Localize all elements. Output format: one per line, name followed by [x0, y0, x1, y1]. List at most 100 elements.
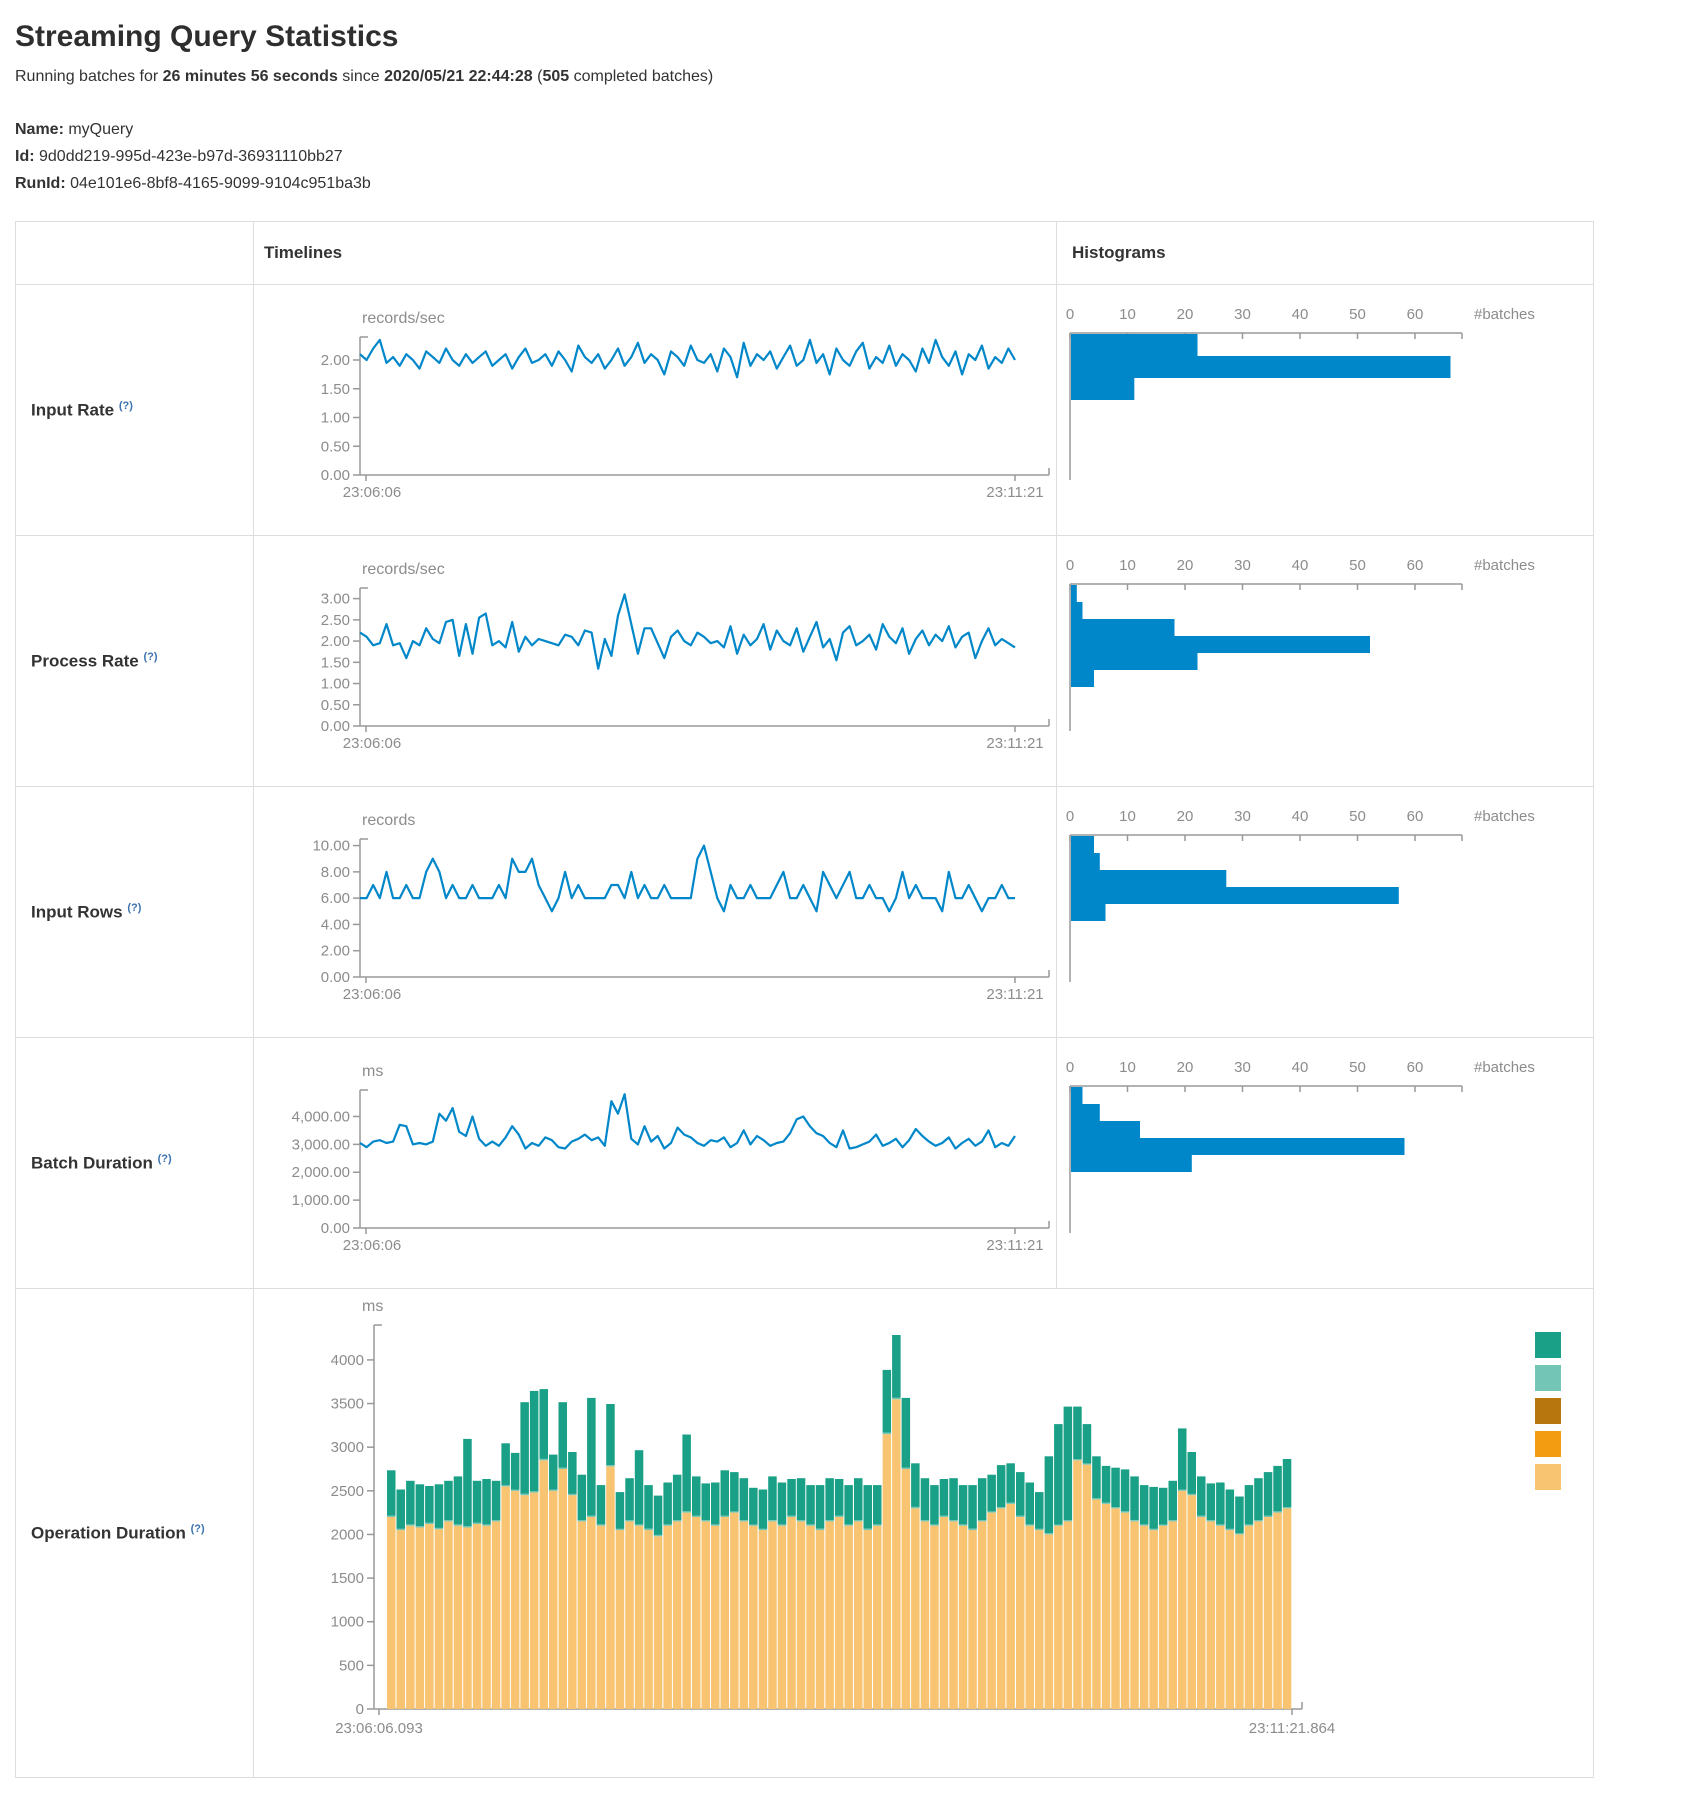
svg-text:10: 10	[1119, 557, 1136, 574]
svg-text:2.50: 2.50	[321, 612, 350, 629]
svg-text:10: 10	[1119, 1059, 1136, 1076]
svg-text:3000: 3000	[331, 1439, 364, 1456]
svg-text:2.00: 2.00	[321, 352, 350, 369]
run-duration: 26 minutes 56 seconds	[162, 68, 338, 85]
svg-text:40: 40	[1292, 1059, 1309, 1076]
input-rows-help-icon[interactable]: (?)	[127, 901, 142, 914]
svg-text:20: 20	[1177, 557, 1194, 574]
svg-text:20: 20	[1177, 1059, 1194, 1076]
batch-duration-timeline-chart: ms 0.00 1,000.00 2,000.00 3,000.00 4,000.00 23…	[292, 1063, 1050, 1254]
svg-text:50: 50	[1349, 808, 1366, 825]
statistics-table: Timelines Histograms Input Rate (?) reco…	[15, 221, 1594, 1778]
svg-text:6.00: 6.00	[321, 890, 350, 907]
input-rate-help-icon[interactable]: (?)	[118, 399, 133, 412]
svg-text:23:06:06: 23:06:06	[343, 1237, 401, 1254]
svg-text:0.00: 0.00	[321, 1220, 350, 1237]
query-runid-line: RunId: 04e101e6-8bf8-4165-9099-9104c951b…	[15, 175, 371, 192]
svg-text:4000: 4000	[331, 1352, 364, 1369]
svg-text:60: 60	[1407, 557, 1424, 574]
header-histograms: Histograms	[1056, 222, 1593, 284]
svg-text:23:06:06: 23:06:06	[343, 986, 401, 1003]
svg-text:1.50: 1.50	[321, 654, 350, 671]
query-runid: 04e101e6-8bf8-4165-9099-9104c951ba3b	[65, 175, 371, 192]
svg-text:500: 500	[339, 1657, 364, 1674]
svg-text:4,000.00: 4,000.00	[292, 1108, 350, 1125]
svg-text:1,000.00: 1,000.00	[292, 1192, 350, 1209]
svg-text:50: 50	[1349, 1059, 1366, 1076]
svg-text:30: 30	[1234, 1059, 1251, 1076]
svg-text:#batches: #batches	[1474, 557, 1535, 574]
svg-text:0.00: 0.00	[321, 969, 350, 986]
svg-text:0.00: 0.00	[321, 718, 350, 735]
query-id: 9d0dd219-995d-423e-b97d-36931110bb27	[34, 148, 343, 165]
svg-text:60: 60	[1407, 306, 1424, 323]
svg-text:0: 0	[1066, 808, 1074, 825]
svg-text:2.00: 2.00	[321, 633, 350, 650]
svg-text:1000: 1000	[331, 1614, 364, 1631]
query-id-line: Id: 9d0dd219-995d-423e-b97d-36931110bb27	[15, 148, 343, 165]
input-rows-row: Input Rows (?) records 0.00 2.00 4.00 6.00 8.…	[16, 786, 1593, 1037]
svg-text:60: 60	[1407, 808, 1424, 825]
svg-text:23:11:21: 23:11:21	[986, 484, 1043, 501]
svg-text:8.00: 8.00	[321, 864, 350, 881]
operation-duration-help-icon[interactable]: (?)	[190, 1522, 205, 1535]
batch-duration-help-icon[interactable]: (?)	[157, 1152, 172, 1165]
svg-text:#batches: #batches	[1474, 1059, 1535, 1076]
input-rate-timeline-chart: records/sec 0.00 0.50 1.00 1.50 2.00 23:06:06 2…	[321, 310, 1050, 501]
svg-text:records: records	[362, 812, 415, 829]
batch-duration-histogram-chart: 0 10 20 30 40 50 60 #batches	[1066, 1059, 1535, 1233]
svg-text:10: 10	[1119, 306, 1136, 323]
svg-text:2000: 2000	[331, 1526, 364, 1543]
query-name: myQuery	[63, 121, 134, 138]
svg-text:1.50: 1.50	[321, 381, 350, 398]
process-rate-help-icon[interactable]: (?)	[143, 650, 158, 663]
svg-text:1.00: 1.00	[321, 410, 350, 427]
svg-text:40: 40	[1292, 557, 1309, 574]
svg-text:1500: 1500	[331, 1570, 364, 1587]
table-header-row: Timelines Histograms	[16, 222, 1593, 284]
completed-batches-count: 505	[542, 68, 570, 85]
svg-text:23:11:21: 23:11:21	[986, 735, 1043, 752]
svg-text:50: 50	[1349, 557, 1366, 574]
process-rate-timeline-chart: records/sec 0.00 0.50 1.00 1.50 2.00 2.50 3.00 2…	[321, 561, 1050, 752]
svg-text:23:06:06: 23:06:06	[343, 484, 401, 501]
svg-text:23:06:06: 23:06:06	[343, 735, 401, 752]
svg-text:30: 30	[1234, 306, 1251, 323]
svg-text:0: 0	[1066, 306, 1074, 323]
svg-text:0: 0	[356, 1701, 364, 1718]
svg-text:2.00: 2.00	[321, 943, 350, 960]
query-metadata: Name: myQuery Id: 9d0dd219-995d-423e-b97…	[15, 116, 1678, 197]
svg-text:23:11:21.864: 23:11:21.864	[1249, 1720, 1335, 1737]
svg-text:records/sec: records/sec	[362, 310, 445, 327]
svg-text:ms: ms	[362, 1298, 383, 1315]
svg-text:20: 20	[1177, 306, 1194, 323]
svg-text:0.50: 0.50	[321, 697, 350, 714]
svg-text:40: 40	[1292, 808, 1309, 825]
operation-duration-label: Operation Duration (?)	[31, 1522, 205, 1543]
operation-duration-chart: ms 0 500 1000 1500 2000 2500 3000 3500 4000 23:06:…	[331, 1298, 1561, 1737]
svg-text:ms: ms	[362, 1063, 383, 1080]
input-rows-histogram-chart: 0 10 20 30 40 50 60 #batches	[1066, 808, 1535, 982]
svg-text:23:11:21: 23:11:21	[986, 1237, 1043, 1254]
svg-text:#batches: #batches	[1474, 306, 1535, 323]
svg-text:0.00: 0.00	[321, 467, 350, 484]
input-rows-timeline-chart: records 0.00 2.00 4.00 6.00 8.00 10.00 23:06:06…	[312, 812, 1050, 1003]
svg-text:23:11:21: 23:11:21	[986, 986, 1043, 1003]
svg-text:0.50: 0.50	[321, 438, 350, 455]
start-timestamp: 2020/05/21 22:44:28	[384, 68, 533, 85]
svg-text:23:06:06.093: 23:06:06.093	[335, 1720, 423, 1737]
running-batches-summary: Running batches for 26 minutes 56 second…	[15, 68, 714, 85]
svg-text:30: 30	[1234, 557, 1251, 574]
svg-text:3.00: 3.00	[321, 591, 350, 608]
operation-duration-row: Operation Duration (?) ms 0 500 1000 1500 200…	[16, 1288, 1593, 1777]
svg-text:3,000.00: 3,000.00	[292, 1136, 350, 1153]
input-rate-histogram-chart: 0 10 20 30 40 50 60 #batches	[1066, 306, 1535, 480]
header-metric-column	[16, 222, 253, 284]
input-rate-label: Input Rate (?)	[31, 399, 133, 420]
svg-text:3500: 3500	[331, 1396, 364, 1413]
svg-text:60: 60	[1407, 1059, 1424, 1076]
svg-text:20: 20	[1177, 808, 1194, 825]
process-rate-row: Process Rate (?) records/sec 0.00 0.50 1.00…	[16, 535, 1593, 786]
svg-text:4.00: 4.00	[321, 916, 350, 933]
